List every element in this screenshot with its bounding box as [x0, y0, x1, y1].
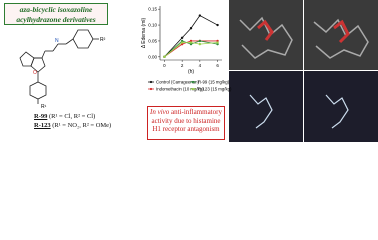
compound-list: R-99 (R¹ = Cl, R² = Cl) R-123 (R¹ = NO₂,…: [34, 112, 111, 130]
data-point: [180, 41, 184, 44]
legend-label: Indomethacin (10 mg/kg): [156, 87, 204, 92]
x-tick-label: 4: [199, 63, 202, 68]
panel: [229, 71, 303, 142]
page: R² R¹ N O 0.00 0.05 0.10 0.15 0 2 4 6 (h) Δ Edema…: [4, 0, 378, 142]
data-point: [198, 39, 202, 43]
structure-label: R¹: [41, 104, 47, 110]
chemical-structure: [19, 29, 99, 104]
compound-name: R-99: [34, 113, 48, 120]
conclusion-box: In vivo anti-inflammatory activity due t…: [147, 106, 225, 140]
legend-marker: [191, 80, 195, 84]
data-point: [198, 42, 202, 46]
x-tick-label: 6: [216, 63, 219, 68]
data-point: [216, 41, 219, 44]
compound-substituents: (R¹ = NO₂, R² = OMe): [52, 122, 112, 129]
compound: R-123 (R¹ = NO₂, R² = OMe): [34, 121, 111, 130]
legend-marker: [191, 87, 195, 91]
panel: [229, 0, 303, 70]
figure: R² R¹ N O 0.00 0.05 0.10 0.15 0 2 4 6 (h) Δ Edema…: [19, 0, 378, 142]
x-tick-label: 0: [163, 63, 166, 68]
y-tick-label: 0.00: [148, 54, 157, 59]
y-tick-label: 0.10: [148, 23, 157, 28]
panel: [304, 0, 378, 70]
compound-name: R-123: [34, 122, 51, 129]
title-box: aza-bicyclic isoxazoline acylhydrazone d…: [4, 3, 108, 25]
data-point: [189, 27, 193, 30]
y-tick-label: 0.15: [148, 7, 157, 12]
legend-marker: [149, 80, 153, 84]
molecular-panels: [229, 0, 378, 142]
legend-label: R-99 (15 mg/kg): [198, 80, 230, 85]
data-point: [180, 36, 184, 39]
conclusion-italic: In vivo: [150, 108, 170, 116]
y-axis-label: Δ Edema (ml): [141, 18, 147, 49]
legend-label: R-123 (15 mg/kg): [198, 87, 232, 92]
atom-label: O: [33, 70, 37, 76]
atom-label: N: [55, 38, 59, 44]
y-tick-label: 0.05: [148, 38, 157, 43]
x-axis-label: (h): [188, 69, 194, 75]
panel: [304, 71, 378, 142]
compound-substituents: (R¹ = Cl, R² = Cl): [48, 113, 96, 120]
x-tick-label: 2: [181, 63, 184, 68]
structure-label: R²: [100, 37, 106, 43]
data-point: [198, 14, 202, 17]
line-chart: 0.00 0.05 0.10 0.15 0 2 4 6 (h) Δ Edema (ml) Contr…: [141, 6, 232, 92]
data-point: [163, 55, 166, 59]
legend-label: Control (Carrageenan): [156, 80, 200, 85]
data-point: [189, 41, 193, 44]
compound: R-99 (R¹ = Cl, R² = Cl): [34, 112, 111, 121]
conclusion-text: anti-inflammatory activity due to histam…: [151, 108, 222, 133]
legend-marker: [149, 87, 153, 91]
data-point: [216, 23, 219, 27]
